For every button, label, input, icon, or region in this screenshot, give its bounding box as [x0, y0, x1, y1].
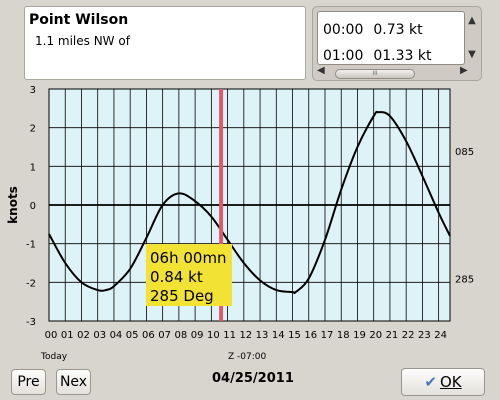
- list-item-value: 0.73 kt: [373, 22, 423, 38]
- x-tick-label: 08: [175, 330, 188, 341]
- x-tick-label: 14: [272, 330, 285, 341]
- x-tick-label: 03: [93, 330, 106, 341]
- x-tick-label: 04: [110, 330, 123, 341]
- x-tick-label: 13: [256, 330, 269, 341]
- direction-labels: 085 285: [455, 147, 474, 286]
- current-speed-line: [48, 110, 451, 295]
- scroll-up-icon[interactable]: ▲: [468, 15, 476, 26]
- y-axis-ticks: 3 2 1 0 -1 -2 -3: [26, 85, 36, 328]
- scroll-thumb[interactable]: III: [335, 69, 415, 79]
- x-tick-label: 02: [77, 330, 90, 341]
- x-tick-label: 12: [239, 330, 252, 341]
- scroll-down-icon[interactable]: ▼: [468, 49, 476, 60]
- list-item[interactable]: 01:00 01.33 kt: [318, 44, 464, 64]
- list-item[interactable]: 00:00 0.73 kt: [318, 18, 464, 42]
- x-tick-label: 18: [337, 330, 350, 341]
- next-day-button[interactable]: Nex: [56, 369, 91, 395]
- y-axis-label: knots: [6, 186, 20, 224]
- direction-label: 285: [455, 274, 474, 285]
- x-tick-label: 07: [158, 330, 171, 341]
- x-axis-ticks: 00 01 02 03 04 05 06 07 08 09 10 11 12 13 14 15 16 17 18 19…: [45, 330, 447, 341]
- checkmark-icon: ✔: [424, 373, 437, 391]
- tooltip-direction: 285 Deg: [150, 287, 214, 305]
- x-tick-label: 06: [142, 330, 155, 341]
- station-info-panel: Point Wilson 1.1 miles NW of: [24, 6, 306, 80]
- tooltip-background: [146, 244, 232, 306]
- x-tick-label: 11: [223, 330, 236, 341]
- station-name: Point Wilson: [29, 12, 129, 28]
- x-tick-label: 20: [369, 330, 382, 341]
- x-tick-label: 16: [304, 330, 317, 341]
- date-label: 04/25/2011: [212, 371, 294, 386]
- ok-button[interactable]: ✔ OK: [401, 368, 485, 396]
- x-tick-label: 24: [434, 330, 447, 341]
- timezone-label: Z -07:00: [228, 352, 267, 362]
- vertical-scrollbar[interactable]: ▲ ▼: [465, 11, 479, 65]
- x-tick-label: 01: [61, 330, 74, 341]
- x-tick-label: 21: [386, 330, 399, 341]
- day-label: Today: [41, 352, 68, 362]
- tooltip-time: 06h 00mn: [150, 249, 227, 267]
- y-tick-label: -1: [26, 240, 36, 251]
- y-tick-label: 2: [30, 124, 36, 135]
- scroll-left-icon[interactable]: ◀: [317, 65, 325, 76]
- scroll-track[interactable]: III: [329, 67, 459, 79]
- current-list-panel: 00:00 0.73 kt 01:00 01.33 kt ▲ ▼ ◀ III ▶: [312, 6, 482, 81]
- x-tick-label: 22: [402, 330, 415, 341]
- x-tick-label: 19: [353, 330, 366, 341]
- x-tick-label: 10: [207, 330, 220, 341]
- ok-button-label: OK: [439, 373, 462, 391]
- x-tick-label: 15: [288, 330, 301, 341]
- x-tick-label: 05: [126, 330, 139, 341]
- cursor-tooltip: 06h 00mn 0.84 kt 285 Deg: [146, 244, 232, 306]
- station-subtitle: 1.1 miles NW of: [35, 34, 130, 48]
- y-tick-label: -3: [26, 317, 36, 328]
- current-list[interactable]: 00:00 0.73 kt 01:00 01.33 kt: [317, 11, 465, 65]
- x-tick-label: 23: [418, 330, 431, 341]
- horizontal-scrollbar[interactable]: ◀ III ▶: [317, 65, 479, 79]
- x-tick-label: 09: [191, 330, 204, 341]
- previous-day-button[interactable]: Pre: [11, 369, 46, 395]
- x-tick-label: 17: [321, 330, 334, 341]
- y-tick-label: -2: [26, 278, 36, 289]
- y-tick-label: 0: [30, 201, 36, 212]
- list-item-time: 01:00: [323, 48, 364, 64]
- x-tick-label: 00: [45, 330, 58, 341]
- list-item-value: 01.33 kt: [373, 48, 432, 64]
- y-tick-label: 1: [30, 162, 36, 173]
- tooltip-speed: 0.84 kt: [150, 268, 203, 286]
- list-item-time: 00:00: [323, 22, 364, 38]
- y-tick-label: 3: [30, 85, 36, 96]
- scroll-right-icon[interactable]: ▶: [460, 65, 468, 76]
- direction-label: 085: [455, 147, 474, 158]
